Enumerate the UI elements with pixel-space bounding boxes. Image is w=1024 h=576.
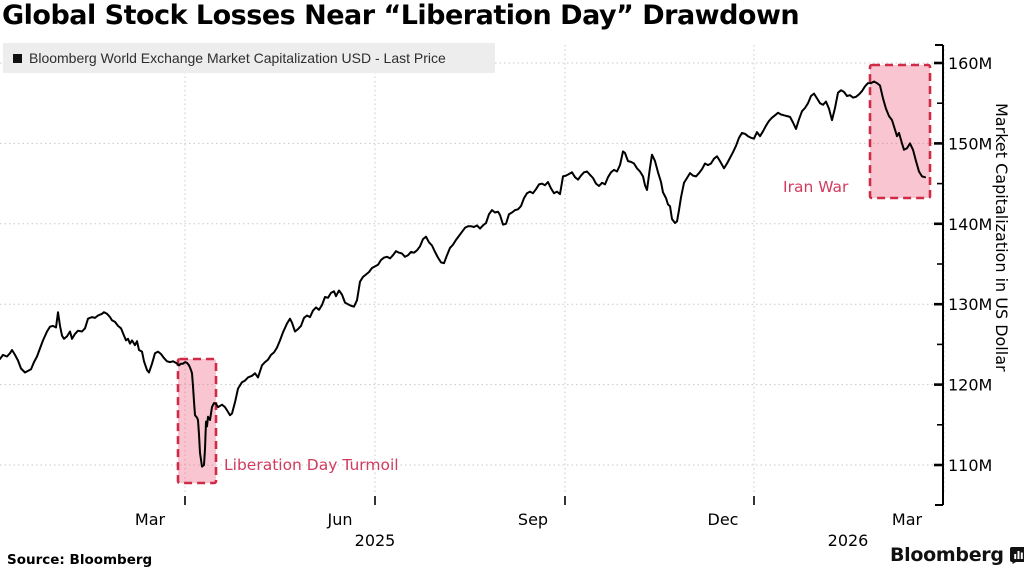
y-axis-title: Market Capitalization in US Dollar [992, 103, 1011, 372]
x-tick-label: Mar [892, 510, 923, 529]
year-label: 2025 [355, 531, 396, 550]
annotation-label-liberation-day: Liberation Day Turmoil [224, 456, 399, 474]
bloomberg-chart-bubble-icon [1009, 546, 1024, 564]
legend-series-label: Bloomberg World Exchange Market Capitali… [29, 50, 446, 66]
bloomberg-logo-text: Bloomberg [890, 544, 1004, 566]
annotation-label-iran-war: Iran War [783, 178, 849, 196]
y-tick-label: 160M [948, 54, 992, 73]
x-tick-label: Jun [327, 510, 353, 529]
source-attribution: Source: Bloomberg [7, 552, 153, 568]
x-tick-label: Mar [135, 510, 166, 529]
price-line [0, 80, 926, 468]
legend-bar: Bloomberg World Exchange Market Capitali… [3, 43, 495, 73]
annotation-box-liberation-day [176, 357, 218, 485]
legend-swatch-icon [13, 53, 22, 63]
bloomberg-logo: Bloomberg [890, 544, 1024, 566]
y-tick-label: 130M [948, 295, 992, 314]
x-tick-label: Sep [518, 510, 548, 529]
y-tick-label: 150M [948, 134, 992, 153]
y-tick-label: 120M [948, 376, 992, 395]
x-tick-label: Dec [708, 510, 739, 529]
annotation-box-iran-war [868, 63, 932, 200]
y-tick-label: 140M [948, 215, 992, 234]
chart-title: Global Stock Losses Near “Liberation Day… [2, 0, 800, 31]
y-tick-label: 110M [948, 456, 992, 475]
year-label: 2026 [828, 531, 869, 550]
